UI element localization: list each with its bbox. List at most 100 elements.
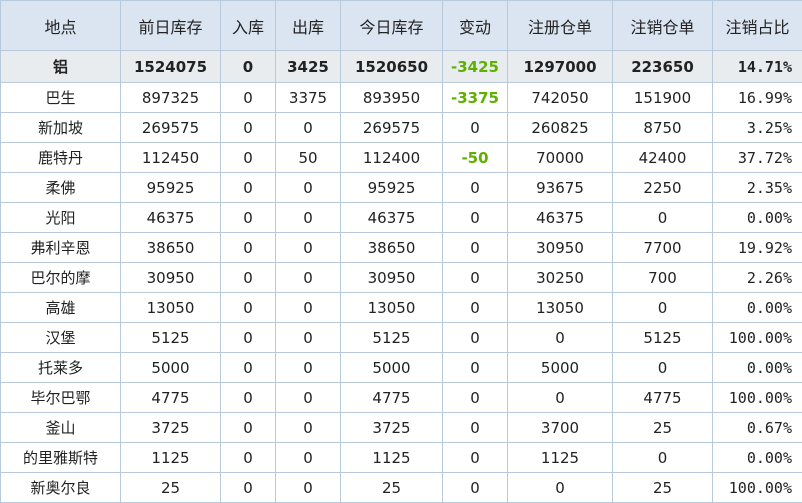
- cell: 0: [275, 112, 341, 143]
- cell: 16.99%: [712, 82, 802, 113]
- cell: 3.25%: [712, 112, 802, 143]
- cell: 铝: [0, 50, 121, 83]
- cell: 0: [442, 412, 508, 443]
- cell: 光阳: [0, 202, 121, 233]
- cell: 0: [275, 262, 341, 293]
- cell: 0: [442, 352, 508, 383]
- cell: 0: [275, 202, 341, 233]
- cell: 30950: [340, 262, 443, 293]
- cell: 0: [220, 142, 276, 173]
- data-row: 弗利辛恩 38650 0 0 38650 0 30950 7700 19.92%: [0, 232, 802, 263]
- cell: 新加坡: [0, 112, 121, 143]
- cell: 柔佛: [0, 172, 121, 203]
- cell: 0: [507, 472, 613, 503]
- cell: 0: [220, 412, 276, 443]
- cell: 3725: [120, 412, 221, 443]
- cell: 0: [442, 442, 508, 473]
- cell: -3425: [442, 50, 508, 83]
- cell: 46375: [120, 202, 221, 233]
- cell: 0: [442, 472, 508, 503]
- cell: 釜山: [0, 412, 121, 443]
- cell: 1524075: [120, 50, 221, 83]
- cell: 13050: [340, 292, 443, 323]
- cell: 1125: [120, 442, 221, 473]
- cell: 0: [442, 172, 508, 203]
- cell: 0: [220, 82, 276, 113]
- cell: 50: [275, 142, 341, 173]
- cell: 112450: [120, 142, 221, 173]
- cell: 0: [275, 172, 341, 203]
- cell: 0.00%: [712, 292, 802, 323]
- cell: -50: [442, 142, 508, 173]
- cell: 742050: [507, 82, 613, 113]
- cell: 46375: [340, 202, 443, 233]
- cell: 0: [275, 322, 341, 353]
- data-row: 鹿特丹 112450 0 50 112400 -50 70000 42400 37.72%: [0, 142, 802, 173]
- cell: 5000: [507, 352, 613, 383]
- cell: 30950: [507, 232, 613, 263]
- cell: 95925: [120, 172, 221, 203]
- cell: 269575: [340, 112, 443, 143]
- data-row: 新加坡 269575 0 0 269575 0 260825 8750 3.25%: [0, 112, 802, 143]
- column-header: 注销仓单: [612, 0, 713, 51]
- data-row: 托莱多 5000 0 0 5000 0 5000 0 0.00%: [0, 352, 802, 383]
- cell: 100.00%: [712, 472, 802, 503]
- cell: 25: [612, 472, 713, 503]
- cell: 0.00%: [712, 442, 802, 473]
- cell: 0: [507, 382, 613, 413]
- cell: 13050: [120, 292, 221, 323]
- cell: 0: [220, 202, 276, 233]
- cell: 2250: [612, 172, 713, 203]
- cell: 0: [220, 442, 276, 473]
- cell: 3700: [507, 412, 613, 443]
- cell: 汉堡: [0, 322, 121, 353]
- table-body: 铝 1524075 0 3425 1520650 -3425 1297000 223650 14…: [0, 50, 802, 503]
- cell: 0: [275, 472, 341, 503]
- cell: 46375: [507, 202, 613, 233]
- cell: 0.67%: [712, 412, 802, 443]
- cell: 3375: [275, 82, 341, 113]
- header-row: 地点 前日库存 入库 出库 今日库存 变动 注册仓单 注销仓单 注销占比: [0, 0, 802, 51]
- cell: 5000: [120, 352, 221, 383]
- cell: 1520650: [340, 50, 443, 83]
- cell: 0: [220, 382, 276, 413]
- cell: 223650: [612, 50, 713, 83]
- cell: 38650: [340, 232, 443, 263]
- cell: 0: [442, 262, 508, 293]
- cell: 4775: [120, 382, 221, 413]
- cell: 5125: [340, 322, 443, 353]
- data-row: 巴生 897325 0 3375 893950 -3375 742050 151900 16.9…: [0, 82, 802, 113]
- cell: 0: [275, 442, 341, 473]
- cell: 0: [275, 232, 341, 263]
- cell: 100.00%: [712, 322, 802, 353]
- cell: 0: [442, 202, 508, 233]
- cell: 0: [220, 352, 276, 383]
- cell: 毕尔巴鄂: [0, 382, 121, 413]
- cell: 5125: [120, 322, 221, 353]
- cell: 0: [275, 352, 341, 383]
- cell: 的里雅斯特: [0, 442, 121, 473]
- column-header: 地点: [0, 0, 121, 51]
- cell: 30250: [507, 262, 613, 293]
- cell: 0: [612, 292, 713, 323]
- data-row: 高雄 13050 0 0 13050 0 13050 0 0.00%: [0, 292, 802, 323]
- column-header: 变动: [442, 0, 508, 51]
- cell: 高雄: [0, 292, 121, 323]
- cell: 0: [442, 322, 508, 353]
- cell: 14.71%: [712, 50, 802, 83]
- cell: 0: [442, 292, 508, 323]
- cell: 0: [442, 112, 508, 143]
- cell: 4775: [340, 382, 443, 413]
- cell: 2.26%: [712, 262, 802, 293]
- cell: 5000: [340, 352, 443, 383]
- cell: 0.00%: [712, 202, 802, 233]
- cell: 鹿特丹: [0, 142, 121, 173]
- cell: 897325: [120, 82, 221, 113]
- column-header: 今日库存: [340, 0, 443, 51]
- cell: 0: [220, 232, 276, 263]
- cell: 1125: [507, 442, 613, 473]
- data-row: 巴尔的摩 30950 0 0 30950 0 30250 700 2.26%: [0, 262, 802, 293]
- cell: 260825: [507, 112, 613, 143]
- cell: 8750: [612, 112, 713, 143]
